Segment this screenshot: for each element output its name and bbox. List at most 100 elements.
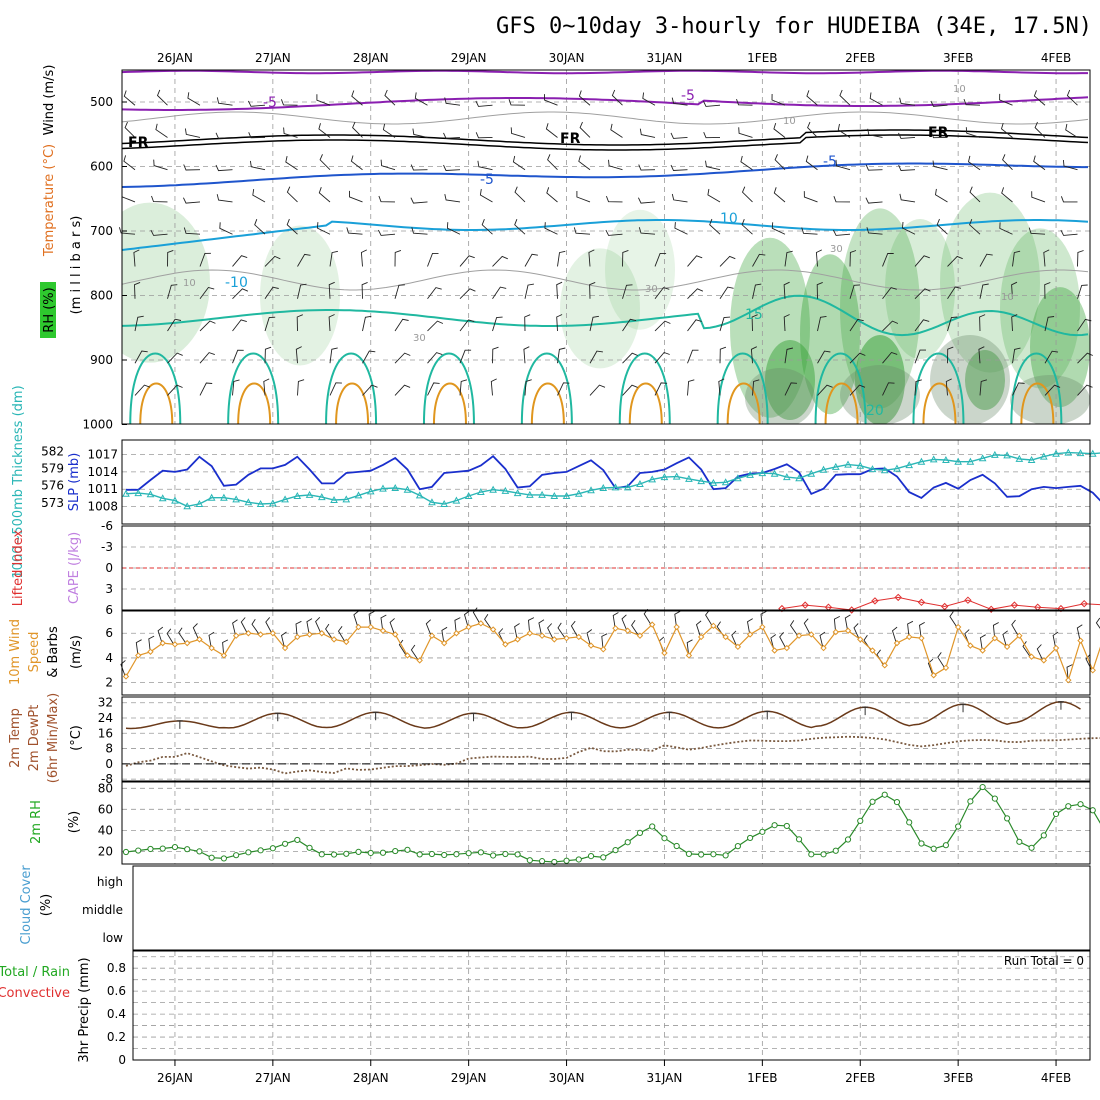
upper-barb-169	[752, 253, 766, 267]
upper-barb-268	[1044, 350, 1059, 364]
upper-barb-38	[382, 123, 396, 138]
wind10-barb-16	[315, 616, 323, 636]
wind10-point-42	[636, 632, 644, 639]
thickness-point-74	[1027, 455, 1036, 463]
upper-barb-216	[328, 314, 335, 332]
wind10-barb-22	[389, 618, 396, 637]
thickness-point-12	[269, 499, 277, 507]
upper-barb-218	[394, 318, 409, 332]
wind10-point-24	[416, 657, 423, 664]
wind10-point-44	[661, 649, 668, 657]
upper-barb-277	[362, 384, 378, 396]
upper-barb-29	[1066, 89, 1078, 106]
thickness-point-45	[672, 472, 681, 480]
cyan-contour	[122, 219, 1089, 251]
upper-barb-273	[232, 379, 240, 396]
upper-barb-155	[297, 253, 311, 267]
wind10-point-51	[746, 631, 754, 638]
wind10-point-59	[844, 627, 852, 634]
upper-barb-188	[394, 284, 405, 299]
contour-label-gray-e: 30	[645, 284, 658, 295]
wind10-barb-20	[368, 610, 375, 630]
orange-bulge-2	[335, 382, 370, 424]
thickness-point-54	[782, 473, 791, 481]
rh2m-point-43	[649, 823, 656, 830]
upper-barb-24	[899, 97, 916, 106]
thickness-point-20	[366, 487, 375, 495]
rh2m-point-19	[355, 848, 362, 856]
rh2m-point-47	[698, 851, 705, 858]
upper-barb-97	[349, 190, 363, 203]
wind10-barb-41	[621, 614, 629, 633]
upper-barb-104	[576, 191, 591, 203]
teal-bulge-2	[325, 352, 378, 424]
orange-bulge-4	[530, 382, 565, 424]
rh-shade-12	[855, 335, 905, 424]
upper-barb-46	[639, 128, 656, 138]
wind10-barb-56	[803, 618, 812, 637]
thickness-point-36	[562, 491, 571, 499]
slp-tick-1: 1014	[87, 465, 118, 479]
thickness-point-34	[538, 490, 546, 498]
upper-barb-256	[654, 351, 670, 364]
wind10-barb-7	[208, 631, 215, 651]
wind10-barb-80	[1095, 617, 1100, 629]
upper-barb-13	[544, 94, 558, 106]
thickness-point-68	[954, 457, 962, 465]
upper-barb-82	[835, 159, 851, 171]
wind10-point-43	[649, 621, 656, 628]
wind10-point-4	[171, 641, 179, 648]
upper-barb-229	[751, 314, 758, 331]
thickness-point-78	[1076, 449, 1085, 457]
upper-barb-289	[752, 379, 760, 396]
upper-barb-237	[1011, 314, 1018, 332]
purple-top	[122, 70, 1088, 75]
upper-barb-65	[285, 156, 298, 171]
li-point-12	[1057, 604, 1065, 613]
upper-barb-61	[153, 159, 168, 171]
thickness-point-15	[305, 490, 314, 498]
wind10-point-70	[979, 647, 986, 654]
date-label-top-5: 31JAN	[647, 51, 683, 65]
rh2m-point-41	[624, 839, 631, 846]
upper-barb-59	[1065, 123, 1078, 138]
rh2m-tick-0: 80	[98, 781, 113, 795]
wind10-unit-label: (m/s)	[69, 635, 84, 669]
wind10-barb-3	[157, 626, 164, 646]
thickness-point-18	[342, 495, 351, 503]
upper-barb-270	[134, 384, 151, 396]
temp-max-marker-4	[568, 711, 575, 721]
orange-bulge-7	[824, 382, 859, 424]
upper-barb-254	[589, 350, 603, 364]
wind10-point-1	[135, 652, 142, 659]
date-label-bottom-1: 27JAN	[255, 1071, 291, 1085]
rh2m-point-57	[820, 851, 827, 858]
rh-label-swatch	[40, 282, 56, 338]
pressure-tick-5: 1000	[82, 418, 113, 432]
wind10-barb-17	[325, 623, 335, 642]
slp-tick-0: 1017	[87, 447, 118, 461]
upper-barb-85	[932, 160, 948, 171]
wind10-barb-67	[937, 652, 947, 671]
thickness-point-29	[477, 487, 485, 495]
upper-barb-222	[524, 314, 531, 331]
upper-barb-137	[674, 222, 688, 235]
upper-barb-16	[642, 92, 656, 106]
thickness-point-3	[158, 494, 167, 502]
upper-barb-178	[1043, 249, 1050, 267]
upper-barb-226	[654, 320, 671, 332]
thickness-point-49	[721, 478, 730, 486]
date-label-top-7: 2FEB	[845, 51, 875, 65]
rh2m-unit-label: (%)	[67, 811, 82, 834]
upper-barb-131	[481, 219, 493, 235]
wind10-barb-19	[353, 610, 359, 630]
upper-barb-271	[167, 384, 183, 396]
cloud-axis-label: Cloud Cover	[19, 865, 34, 945]
cape-axis-label: CAPE (J/kg)	[67, 532, 82, 604]
upper-barb-111	[803, 191, 818, 203]
wind10-tick-1: 4	[105, 651, 113, 665]
wind10-point-74	[1028, 653, 1035, 660]
rh2m-point-23	[404, 846, 411, 853]
upper-barb-126	[316, 222, 331, 235]
upper-barb-44	[579, 121, 591, 138]
